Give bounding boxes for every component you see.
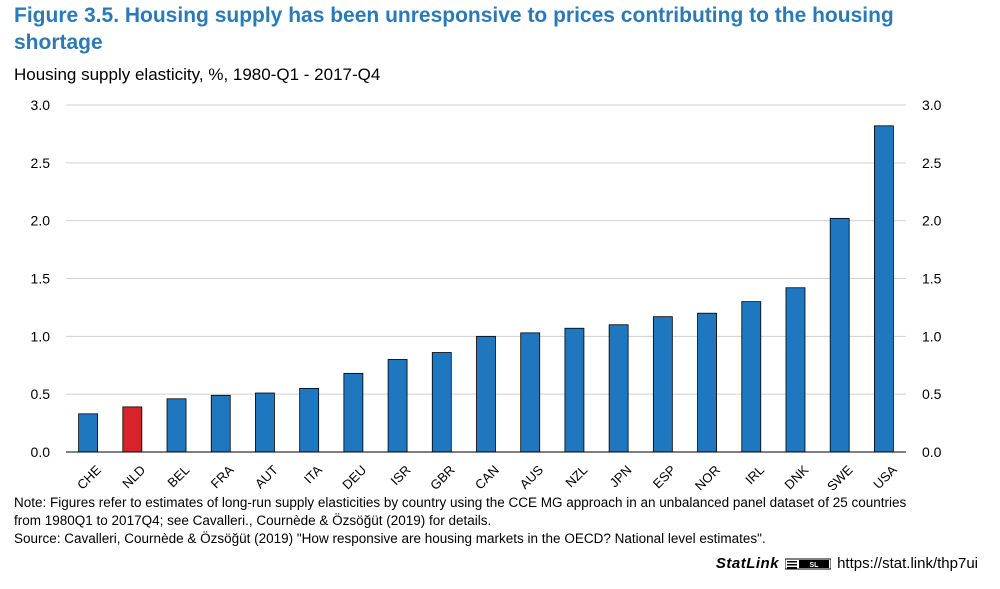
y-tick-label-left: 1.0: [31, 328, 51, 344]
x-tick-label: GBR: [427, 462, 458, 490]
y-tick-label-right: 0.5: [922, 386, 942, 402]
bar-nzl: [564, 327, 585, 453]
x-tick-label: IRL: [742, 462, 767, 487]
bar-dnk: [785, 287, 806, 453]
y-tick-label-left: 1.5: [31, 271, 51, 287]
x-tick-label: ESP: [650, 462, 679, 490]
bar-can: [476, 335, 496, 453]
bar-che: [78, 413, 99, 453]
x-tick-label: DNK: [781, 462, 811, 490]
x-tick-label: SWE: [824, 462, 856, 490]
y-tick-label-left: 2.5: [31, 155, 51, 171]
x-tick-label: NOR: [692, 462, 723, 490]
x-tick-label: USA: [870, 462, 900, 490]
bar-irl: [741, 301, 762, 453]
x-tick-label: FRA: [208, 462, 237, 490]
bar-gbr: [431, 352, 452, 453]
x-tick-label: BEL: [164, 462, 192, 490]
y-tick-label-right: 3.0: [922, 97, 942, 113]
y-tick-label-left: 2.0: [31, 213, 51, 229]
x-tick-label: NZL: [562, 462, 590, 490]
y-tick-label-right: 0.0: [922, 444, 942, 460]
notes: Note: Figures refer to estimates of long…: [14, 494, 989, 548]
bar-aut: [255, 392, 275, 453]
statlink-brand: StatLink: [715, 555, 780, 572]
note-line-2: from 1980Q1 to 2017Q4; see Cavalleri., C…: [14, 513, 492, 528]
y-tick-label-right: 1.5: [922, 271, 942, 287]
bar-bel: [166, 398, 187, 453]
bar-aus: [520, 332, 541, 453]
x-tick-label: NLD: [119, 462, 148, 490]
figure-title: Figure 3.5. Housing supply has been unre…: [14, 4, 894, 54]
y-tick-label-left: 3.0: [31, 97, 51, 113]
x-tick-label: JPN: [607, 462, 635, 490]
statlink: StatLink SL https://stat.link/thp7ui: [716, 555, 978, 572]
statlink-logo-icon: SL: [785, 558, 832, 569]
y-tick-label-left: 0.5: [31, 386, 51, 402]
note-line-1: Note: Figures refer to estimates of long…: [14, 495, 907, 510]
bar-ita: [299, 387, 320, 453]
bar-usa: [873, 125, 894, 453]
x-tick-label: ITA: [301, 462, 325, 486]
bar-esp: [652, 316, 673, 453]
x-tick-label: AUT: [252, 462, 281, 490]
x-tick-label: ISR: [388, 462, 414, 488]
bar-swe: [829, 217, 850, 453]
x-tick-label: CAN: [472, 462, 502, 490]
bar-chart: 0.0 0.0 0.5 0.5 1.0 1.0 1.5 1.5 2.0 2.0 2.5 2.5 3.0 3…: [31, 97, 942, 490]
x-tick-label: AUS: [517, 462, 547, 490]
bar-fra: [210, 394, 231, 453]
bar-nor: [697, 312, 717, 453]
bar-nld: [122, 406, 143, 453]
y-tick-label-right: 2.0: [922, 213, 942, 229]
source-line: Source: Cavalleri, Cournède & Özsöğüt (2…: [14, 531, 766, 546]
svg-text:SL: SL: [810, 562, 820, 569]
figure-subtitle: Housing supply elasticity, %, 1980-Q1 - …: [14, 65, 381, 84]
bar-jpn: [608, 324, 629, 453]
y-tick-label-left: 0.0: [31, 444, 51, 460]
y-tick-label-right: 1.0: [922, 328, 942, 344]
x-tick-label: CHE: [74, 462, 104, 490]
bar-isr: [387, 359, 408, 453]
x-tick-label: DEU: [339, 462, 369, 490]
statlink-url-link[interactable]: https://stat.link/thp7ui: [837, 555, 978, 572]
y-tick-label-right: 2.5: [922, 155, 942, 171]
bar-deu: [343, 372, 364, 453]
